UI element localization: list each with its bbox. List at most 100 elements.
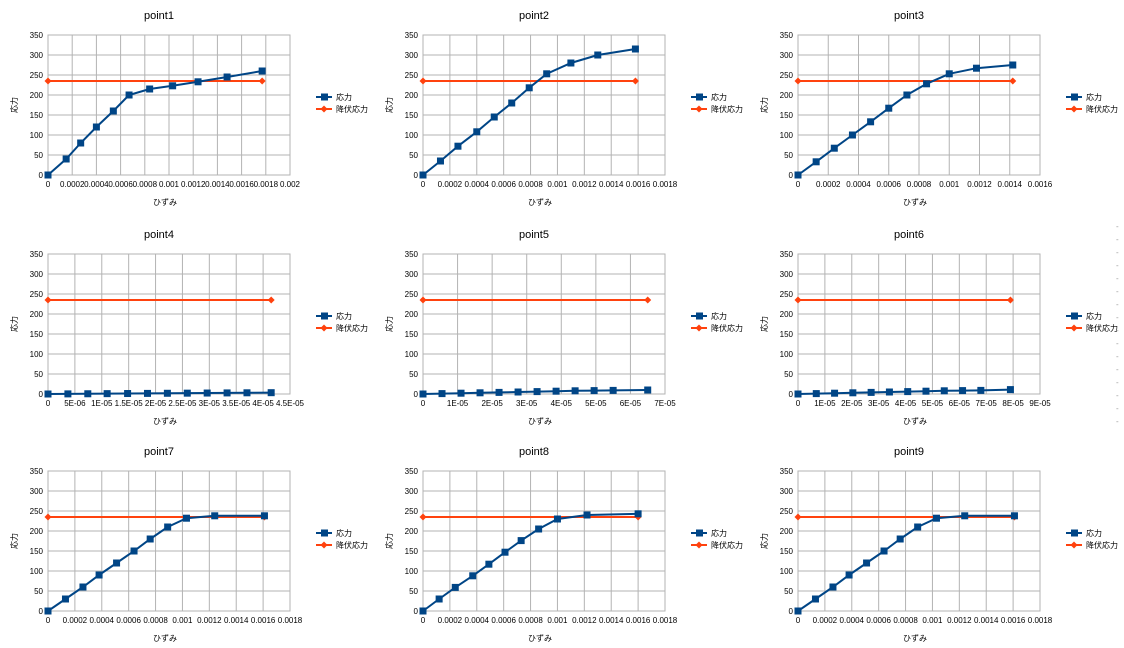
legend-stress-label: 応力	[711, 311, 727, 321]
x-axis-title: ひずみ	[528, 633, 552, 643]
y-tick-label: 300	[405, 270, 419, 279]
y-tick-label: 250	[780, 290, 794, 299]
x-tick-label: 0.0012	[572, 180, 597, 189]
series-line-stress	[47, 514, 265, 612]
stress-point-marker	[848, 131, 856, 139]
y-tick-label: 0	[789, 171, 794, 180]
y-tick-label: 250	[30, 290, 44, 299]
y-tick-label: 300	[30, 487, 44, 496]
y-axis-title: 応力	[759, 533, 769, 549]
plot-frame	[797, 34, 1041, 176]
x-tick-label: 7E-05	[976, 399, 998, 408]
stress-point-marker	[501, 548, 509, 556]
chart-point6: point6 0 50 100 150 200 250 300 350 0 1E-05 2E-05 3E…	[759, 229, 1118, 426]
legend-stress-label: 応力	[711, 528, 727, 538]
chart-title: point1	[144, 10, 174, 22]
x-tick-label: 0.0014	[974, 616, 999, 625]
stress-point-marker	[495, 388, 503, 396]
x-tick-label: 2.5E-05	[168, 399, 197, 408]
y-tick-label: 350	[30, 250, 44, 259]
yield-point-marker	[1009, 77, 1017, 85]
x-tick-label: 0.0016	[229, 180, 254, 189]
x-axis-title: ひずみ	[153, 416, 177, 426]
stress-point-marker	[959, 387, 967, 395]
x-tick-label: 2E-05	[145, 399, 167, 408]
x-axis-title: ひずみ	[153, 197, 177, 207]
stress-point-marker	[113, 559, 121, 567]
y-tick-label: 100	[780, 131, 794, 140]
x-tick-label: 1E-05	[91, 399, 113, 408]
stress-point-marker	[812, 158, 820, 166]
x-tick-label: 7E-05	[654, 399, 676, 408]
stress-point-marker	[44, 607, 52, 615]
yield-point-marker	[44, 77, 52, 85]
x-tick-label: 0.0018	[278, 616, 303, 625]
legend-stress-marker	[1071, 93, 1078, 101]
x-tick-label: 0	[46, 180, 51, 189]
stress-point-marker	[945, 70, 953, 78]
stress-point-marker	[1009, 61, 1017, 69]
stress-point-marker	[163, 389, 171, 397]
y-tick-label: 200	[30, 310, 44, 319]
x-axis-title: ひずみ	[153, 633, 177, 643]
stress-point-marker	[914, 523, 922, 531]
legend-stress-marker	[1071, 312, 1078, 320]
x-tick-label: 0.0014	[998, 180, 1023, 189]
x-tick-label: 0.0012	[181, 180, 206, 189]
stress-point-marker	[84, 390, 92, 398]
legend-yield-label: 降伏応力	[1086, 104, 1118, 114]
stress-point-marker	[203, 389, 211, 397]
stress-point-marker	[1010, 512, 1018, 520]
chart-title: point5	[519, 229, 549, 241]
y-axis-title: 応力	[384, 97, 394, 113]
y-tick-label: 0	[789, 607, 794, 616]
x-tick-label: 0.0006	[491, 180, 516, 189]
stress-point-marker	[517, 537, 525, 545]
x-tick-label: 0.0018	[653, 616, 678, 625]
stress-point-marker	[923, 80, 931, 88]
x-tick-label: 0.0014	[599, 616, 624, 625]
stress-point-marker	[419, 607, 427, 615]
x-tick-label: 1E-05	[814, 399, 836, 408]
stress-point-marker	[61, 595, 69, 603]
x-tick-label: 0.0004	[846, 180, 871, 189]
yield-point-marker	[44, 296, 52, 304]
x-tick-label: 3E-05	[516, 399, 538, 408]
x-tick-label: 0	[796, 399, 801, 408]
x-tick-label: 0.0008	[143, 616, 168, 625]
legend-yield-marker	[320, 324, 328, 332]
x-tick-label: 4.5E-05	[276, 399, 305, 408]
x-tick-label: 0.0008	[133, 180, 158, 189]
x-tick-label: 0.0002	[438, 616, 463, 625]
stress-point-marker	[169, 82, 177, 90]
x-tick-label: 4E-05	[895, 399, 917, 408]
yield-point-marker	[267, 296, 275, 304]
y-tick-label: 150	[780, 330, 794, 339]
chart-point9: point9 0 50 100 150 200 250 300 350 0 0.0002 0.0004…	[759, 446, 1118, 643]
yield-point-marker	[794, 296, 802, 304]
legend-stress-label: 応力	[1086, 528, 1102, 538]
x-tick-label: 0.0006	[491, 616, 516, 625]
y-tick-label: 0	[414, 171, 419, 180]
stress-point-marker	[62, 155, 70, 163]
y-tick-label: 350	[780, 31, 794, 40]
stress-point-marker	[845, 571, 853, 579]
stress-point-marker	[961, 512, 969, 520]
stress-point-marker	[794, 171, 802, 179]
y-tick-label: 50	[409, 587, 418, 596]
chart-point2: point2 0 50 100 150 200 250 300 350 0 0.0002 0.0004…	[384, 10, 743, 207]
x-tick-label: 0.001	[172, 616, 193, 625]
y-tick-label: 200	[30, 527, 44, 536]
x-tick-label: 0.0004	[90, 616, 115, 625]
legend-yield-label: 降伏応力	[336, 104, 368, 114]
yield-point-marker	[258, 77, 266, 85]
y-tick-label: 300	[780, 487, 794, 496]
stress-point-marker	[634, 510, 642, 518]
stress-point-marker	[508, 99, 516, 107]
x-tick-label: 0.0018	[254, 180, 279, 189]
y-tick-label: 300	[780, 51, 794, 60]
x-tick-label: 0	[796, 616, 801, 625]
x-tick-label: 0.0008	[518, 616, 543, 625]
chart-title: point9	[894, 446, 924, 458]
x-tick-label: 0.002	[280, 180, 301, 189]
